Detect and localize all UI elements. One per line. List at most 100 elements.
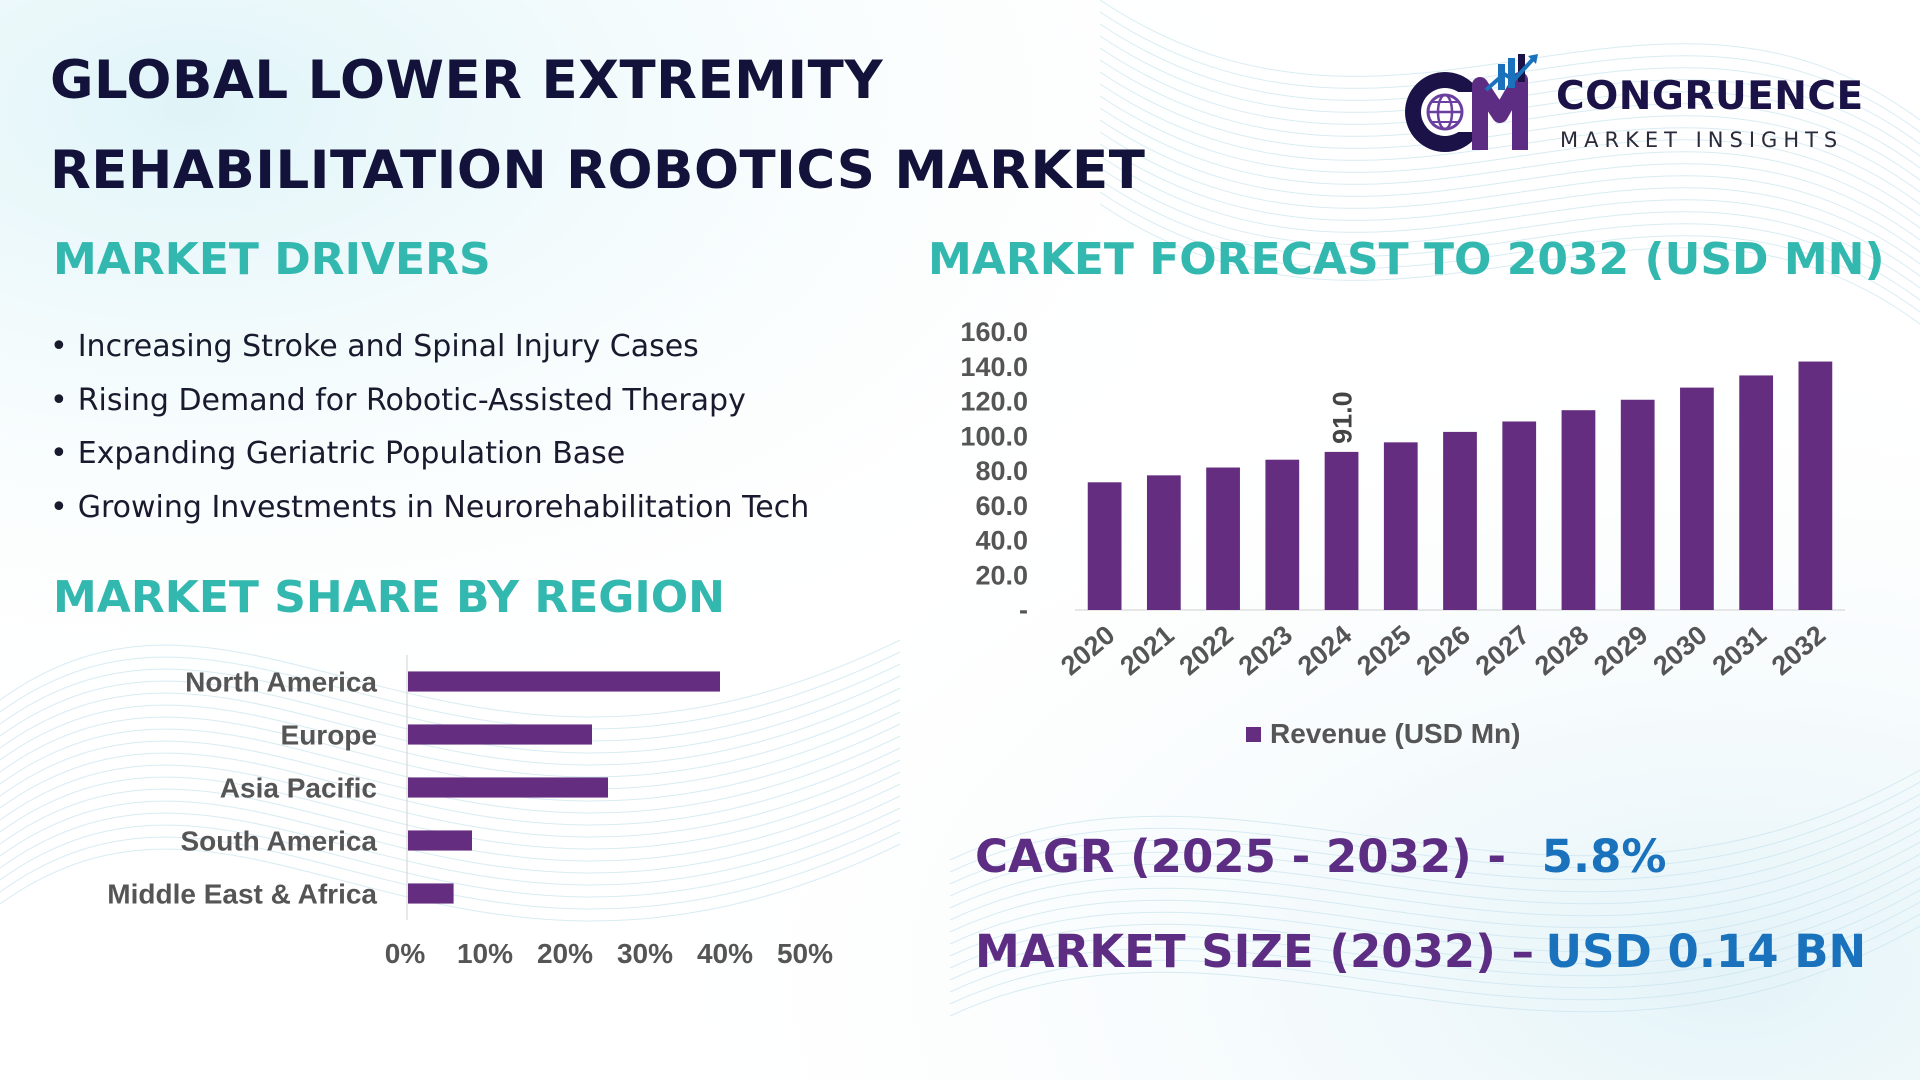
wave-line [949, 865, 1920, 957]
wave-line [949, 889, 1920, 981]
market-drivers-list: Increasing Stroke and Spinal Injury Case… [50, 320, 810, 535]
cagr-stat: CAGR (2025 - 2032) - 5.8% [975, 830, 1666, 883]
page-title: GLOBAL LOWER EXTREMITY REHABILITATION RO… [50, 36, 1145, 216]
market-forecast-heading: MARKET FORECAST TO 2032 (USD MN) [928, 234, 1885, 285]
wave-line [0, 675, 901, 754]
wave-line [0, 795, 901, 874]
x-tick-label: 10% [457, 938, 513, 969]
wave-line [949, 877, 1920, 969]
wave-line [949, 829, 1920, 921]
wave-line [949, 805, 1920, 897]
wave-line [949, 769, 1920, 861]
wave-line [949, 841, 1920, 933]
region-label: South America [180, 826, 377, 857]
x-tick-label: 30% [617, 938, 673, 969]
y-tick-label: 160.0 [960, 317, 1028, 347]
wave-line [0, 711, 901, 790]
wave-line [0, 723, 901, 802]
wave-line [949, 781, 1920, 873]
x-tick-label: 2020 [1055, 620, 1120, 682]
legend-label: Revenue (USD Mn) [1270, 718, 1520, 749]
wave-line [0, 639, 901, 718]
driver-item: Growing Investments in Neurorehabilitati… [50, 481, 810, 535]
driver-item: Increasing Stroke and Spinal Injury Case… [50, 320, 809, 374]
wave-line [949, 793, 1920, 885]
market-share-region-heading: MARKET SHARE BY REGION [53, 572, 725, 623]
wave-line [1099, 131, 1920, 253]
market-drivers-heading: MARKET DRIVERS [53, 234, 491, 285]
cagr-value: 5.8% [1541, 830, 1667, 883]
region-share-bar-chart: North America Europe Asia Pacific South Ame… [107, 655, 833, 969]
page-title-line-2: REHABILITATION ROBOTICS MARKET [50, 140, 1146, 201]
wave-line [949, 913, 1920, 1005]
wave-line [1099, 191, 1920, 313]
x-tick-label: 2027 [1470, 620, 1535, 682]
wave-line [1099, 203, 1920, 325]
region-label: Asia Pacific [220, 773, 377, 804]
wave-line [1099, 95, 1920, 217]
y-tick-label: 120.0 [960, 387, 1028, 417]
x-tick-label: 2023 [1233, 620, 1298, 682]
region-bar [408, 883, 454, 904]
region-label: Middle East & Africa [107, 879, 377, 910]
x-tick-label: 2029 [1588, 620, 1653, 682]
market-size-label: MARKET SIZE (2032) – [975, 925, 1534, 978]
forecast-bar [1265, 459, 1300, 610]
wave-line [949, 853, 1920, 945]
market-size-value: USD 0.14 BN [1545, 925, 1867, 978]
y-tick-label: 100.0 [960, 421, 1028, 451]
region-bar [408, 777, 608, 798]
y-tick-label: 60.0 [975, 491, 1028, 521]
wave-line [0, 747, 901, 826]
x-tick-label: 0% [385, 938, 426, 969]
x-tick-label: 2031 [1707, 620, 1772, 682]
wave-line [0, 843, 901, 922]
brand-tagline: MARKET INSIGHTS [1560, 128, 1844, 152]
forecast-bar [1620, 399, 1655, 610]
wave-line [1099, 143, 1920, 265]
x-tick-label: 2025 [1351, 620, 1416, 682]
wave-line [0, 735, 901, 814]
forecast-bar [1324, 451, 1359, 610]
brand-name: CONGRUENCE [1556, 74, 1864, 119]
x-tick-label: 2026 [1411, 620, 1476, 682]
wave-line [0, 831, 901, 910]
wave-line [0, 759, 901, 838]
forecast-bar [1146, 475, 1181, 610]
forecast-bar [1087, 482, 1122, 610]
y-tick-label: 140.0 [960, 352, 1028, 382]
y-tick-label: 40.0 [975, 526, 1028, 556]
wave-line [0, 651, 901, 730]
region-bar [408, 830, 472, 851]
wave-line [1099, 179, 1920, 301]
driver-item: Rising Demand for Robotic-Assisted Thera… [50, 374, 809, 428]
brand-logo [1400, 50, 1550, 160]
x-tick-label: 2024 [1292, 620, 1357, 682]
wave-line [949, 817, 1920, 909]
forecast-bar [1680, 387, 1714, 610]
forecast-bar [1739, 375, 1774, 610]
legend-swatch [1246, 727, 1261, 742]
x-tick-label: 2032 [1766, 620, 1831, 682]
wave-line [0, 687, 901, 766]
wave-line [0, 819, 901, 898]
region-label: Europe [281, 720, 377, 751]
x-tick-label: 2021 [1114, 620, 1179, 682]
wave-line [1099, 167, 1920, 289]
driver-item: Expanding Geriatric Population Base [50, 427, 809, 481]
wave-line [1099, 155, 1920, 277]
market-size-stat: MARKET SIZE (2032) – USD 0.14 BN [975, 925, 1866, 978]
region-bar [408, 671, 720, 692]
forecast-bar [1206, 467, 1240, 610]
forecast-bar [1383, 442, 1418, 610]
region-label: North America [185, 667, 377, 698]
cagr-label: CAGR (2025 - 2032) - [975, 830, 1507, 883]
x-tick-label: 20% [537, 938, 593, 969]
chart-legend: Revenue (USD Mn) [1246, 718, 1520, 749]
x-tick-label: 2030 [1647, 620, 1712, 682]
forecast-bar [1502, 421, 1537, 610]
region-bar [408, 724, 592, 745]
wave-line [949, 901, 1920, 993]
x-tick-label: 40% [697, 938, 753, 969]
